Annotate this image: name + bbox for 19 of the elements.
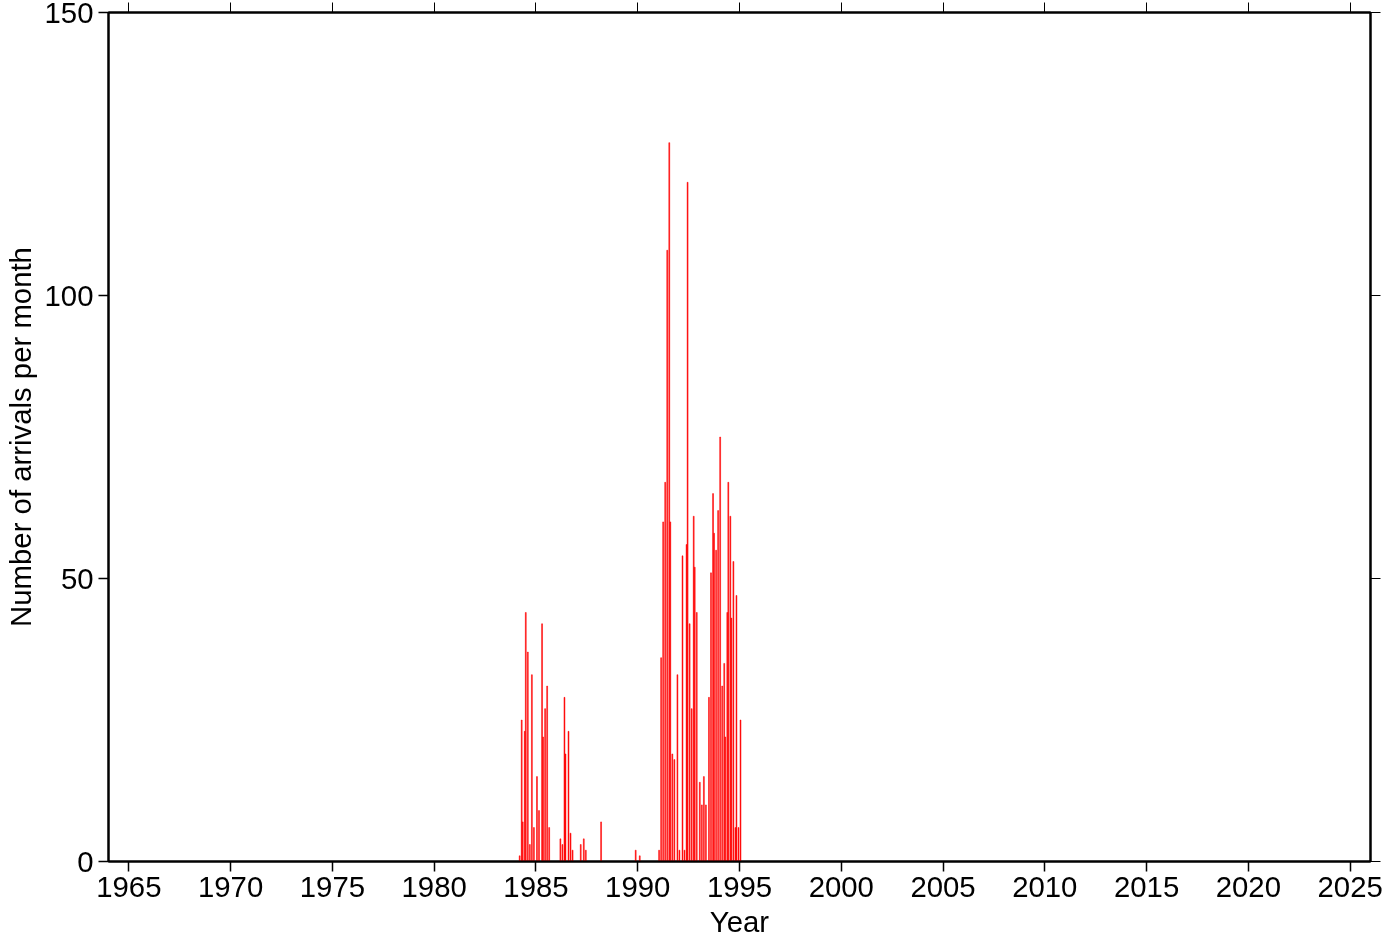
x-tick-label: 2010 bbox=[1012, 869, 1078, 903]
y-tick-label: 0 bbox=[77, 844, 94, 878]
y-tick-label: 100 bbox=[44, 278, 94, 312]
y-tick-label: 50 bbox=[60, 561, 94, 595]
x-tick-label: 1995 bbox=[706, 869, 773, 903]
x-tick-label: 1970 bbox=[198, 869, 264, 903]
y-axis-title: Number of arrivals per month bbox=[3, 247, 37, 627]
x-tick-label: 1980 bbox=[401, 869, 467, 903]
x-tick-label: 2020 bbox=[1215, 869, 1281, 903]
x-tick-label: 1990 bbox=[605, 869, 671, 903]
x-tick-label: 2005 bbox=[910, 869, 976, 903]
x-tick-label: 1975 bbox=[299, 869, 366, 903]
x-tick-label: 1985 bbox=[503, 869, 569, 903]
x-tick-label: 2025 bbox=[1317, 869, 1383, 903]
x-tick-label: 2015 bbox=[1113, 869, 1180, 903]
x-tick-label: 1965 bbox=[96, 869, 162, 903]
y-tick-label: 150 bbox=[44, 0, 94, 29]
x-tick-label: 2000 bbox=[808, 869, 874, 903]
x-axis-title: Year bbox=[709, 904, 770, 938]
